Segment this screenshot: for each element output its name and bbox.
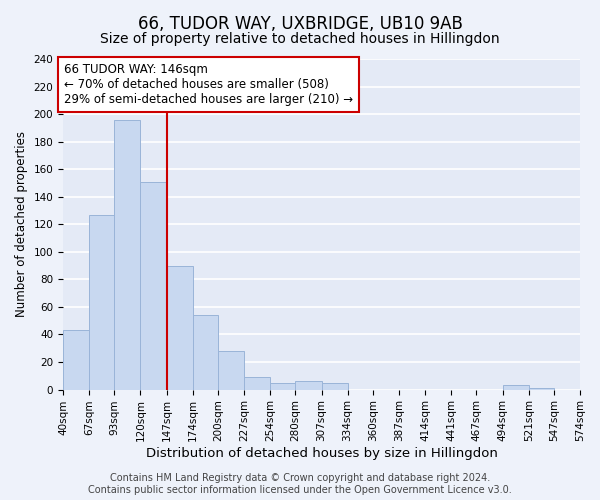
X-axis label: Distribution of detached houses by size in Hillingdon: Distribution of detached houses by size … [146,447,497,460]
Bar [244,377,270,390]
Bar [167,266,193,390]
Bar [270,382,295,390]
Y-axis label: Number of detached properties: Number of detached properties [15,132,28,318]
Bar [295,382,322,390]
Bar [218,351,244,390]
Bar [89,214,115,390]
Bar [193,315,218,390]
Bar [503,386,529,390]
Bar [140,182,167,390]
Text: 66 TUDOR WAY: 146sqm
← 70% of detached houses are smaller (508)
29% of semi-deta: 66 TUDOR WAY: 146sqm ← 70% of detached h… [64,63,353,106]
Text: Contains HM Land Registry data © Crown copyright and database right 2024.
Contai: Contains HM Land Registry data © Crown c… [88,474,512,495]
Bar [63,330,89,390]
Bar [529,388,554,390]
Text: 66, TUDOR WAY, UXBRIDGE, UB10 9AB: 66, TUDOR WAY, UXBRIDGE, UB10 9AB [137,15,463,33]
Bar [115,120,140,390]
Bar [322,382,347,390]
Text: Size of property relative to detached houses in Hillingdon: Size of property relative to detached ho… [100,32,500,46]
